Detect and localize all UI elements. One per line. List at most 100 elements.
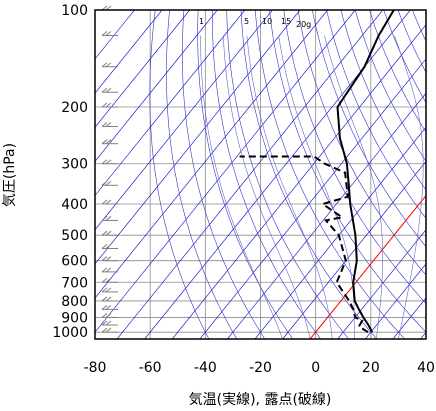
y-tick-label: 500: [61, 228, 88, 244]
wind-barb-feather: [105, 277, 112, 283]
wind-barb-feather: [101, 287, 108, 293]
wind-barb-feather: [105, 122, 112, 127]
dry-adiabat-line: [354, 10, 426, 162]
dry-adiabat-line: [212, 10, 321, 339]
mixing-ratio-label: 10: [262, 17, 272, 26]
wind-barb-feather: [101, 230, 108, 236]
x-tick-labels: -80 -60 -40 -20 0 20 40: [84, 360, 435, 376]
isotherm-line: [199, 58, 426, 339]
isotherm-line: [95, 10, 190, 128]
wind-barb-feather: [101, 320, 108, 326]
moist-adiabat-line: [200, 35, 283, 339]
dry-adiabat-line: [166, 10, 238, 339]
wind-barb-feather: [105, 287, 112, 293]
wind-barb-feather: [101, 256, 108, 262]
mixing-ratio-label: 20g: [296, 20, 311, 29]
isotherm-line: [337, 229, 426, 339]
y-tick-label: 200: [61, 100, 88, 116]
wind-barb-feather: [105, 305, 112, 310]
x-tick-label: 40: [417, 360, 435, 376]
x-tick-label: -20: [249, 360, 272, 376]
wind-barb-feather: [101, 139, 108, 145]
wind-barb-feather: [105, 199, 112, 205]
wind-barb-feather: [105, 320, 112, 326]
y-tick-label: 900: [61, 310, 88, 326]
wind-barb-feather: [101, 216, 108, 221]
wind-barb-feather: [101, 102, 108, 108]
dry-adiabat-line: [149, 10, 210, 339]
wind-barb-feather: [105, 62, 112, 68]
wind-barb-feather: [101, 122, 108, 127]
isotherm-line: [95, 10, 218, 162]
wind-barb-feather: [101, 305, 108, 310]
wind-barb-feather: [105, 230, 112, 236]
dry-adiabat-line: [240, 10, 377, 339]
wind-barbs: [101, 5, 118, 333]
wind-barb-feather: [105, 216, 112, 221]
dry-adiabat-line: [226, 10, 349, 339]
wind-barb-feather: [101, 327, 108, 333]
isotherm-line: [95, 10, 273, 231]
isotherm-line: [392, 297, 426, 339]
mixing-ratio-label: 1: [199, 17, 204, 26]
wind-barb-feather: [101, 244, 108, 249]
y-tick-label: 600: [61, 254, 88, 270]
isotherm-line: [254, 126, 426, 339]
y-tick-label: 100: [61, 3, 88, 19]
x-tick-label: 20: [362, 360, 380, 376]
y-tick-label: 800: [61, 294, 88, 310]
wind-barb-feather: [101, 267, 108, 273]
isotherm-line: [95, 10, 328, 299]
dry-adiabat-line: [297, 10, 426, 276]
wind-barb-feather: [101, 296, 108, 302]
wind-barb-feather: [105, 313, 112, 318]
wind-barb-feather: [101, 87, 108, 93]
wind-barb-feather: [101, 31, 108, 36]
wind-barb-feather: [101, 159, 108, 165]
dry-adiabat-line: [269, 10, 426, 333]
moist-adiabat-line: [246, 35, 333, 339]
moist-adiabat-line: [278, 35, 355, 339]
y-tick-label: 1000: [52, 325, 88, 341]
mixing-ratio-labels: 1 5 10 15 20g: [199, 17, 311, 29]
wind-barb-feather: [105, 244, 112, 249]
isotherm-line: [95, 10, 163, 94]
isotherm-line: [227, 92, 426, 339]
x-tick-label: -80: [84, 360, 107, 376]
sounding-series: [239, 10, 395, 334]
dry-adiabat-line: [283, 10, 426, 304]
isotherm-line: [282, 160, 426, 339]
dry-adiabat-line: [197, 10, 294, 339]
y-axis-title: 気圧(hPa): [2, 143, 18, 207]
dry-adiabat-line: [412, 10, 426, 42]
moist-adiabat-line: [394, 35, 424, 339]
wind-barb-feather: [105, 87, 112, 93]
wind-barb-feather: [101, 62, 108, 68]
dry-adiabat-line: [427, 10, 436, 339]
isotherm-line: [95, 10, 301, 265]
y-tick-label: 400: [61, 197, 88, 213]
dry-adiabat-line: [312, 10, 426, 248]
wind-barb-feather: [105, 296, 112, 302]
isotherm-line: [116, 10, 384, 339]
dry-adiabat-line: [326, 10, 426, 219]
plot-frame: [94, 9, 427, 340]
x-tick-label: -40: [194, 360, 217, 376]
x-axis-title: 気温(実線), 露点(破線): [189, 392, 332, 408]
mixing-ratio-label: 5: [244, 17, 249, 26]
dewpoint-line: [239, 155, 369, 334]
dry-adiabat-line: [181, 10, 266, 339]
x-tick-label: 0: [311, 360, 320, 376]
wind-barb-feather: [105, 256, 112, 262]
isotherm-line: [95, 10, 246, 197]
dry-adiabat-line: [383, 10, 426, 104]
wind-barb-feather: [101, 313, 108, 318]
wind-barb-feather: [105, 267, 112, 273]
wind-barb-feather: [101, 277, 108, 283]
isotherm-line: [172, 24, 426, 339]
x-tick-label: -60: [139, 360, 162, 376]
zero-isotherm-line: [309, 194, 426, 339]
isotherm-line: [95, 10, 356, 333]
temperature-line: [336, 10, 395, 333]
